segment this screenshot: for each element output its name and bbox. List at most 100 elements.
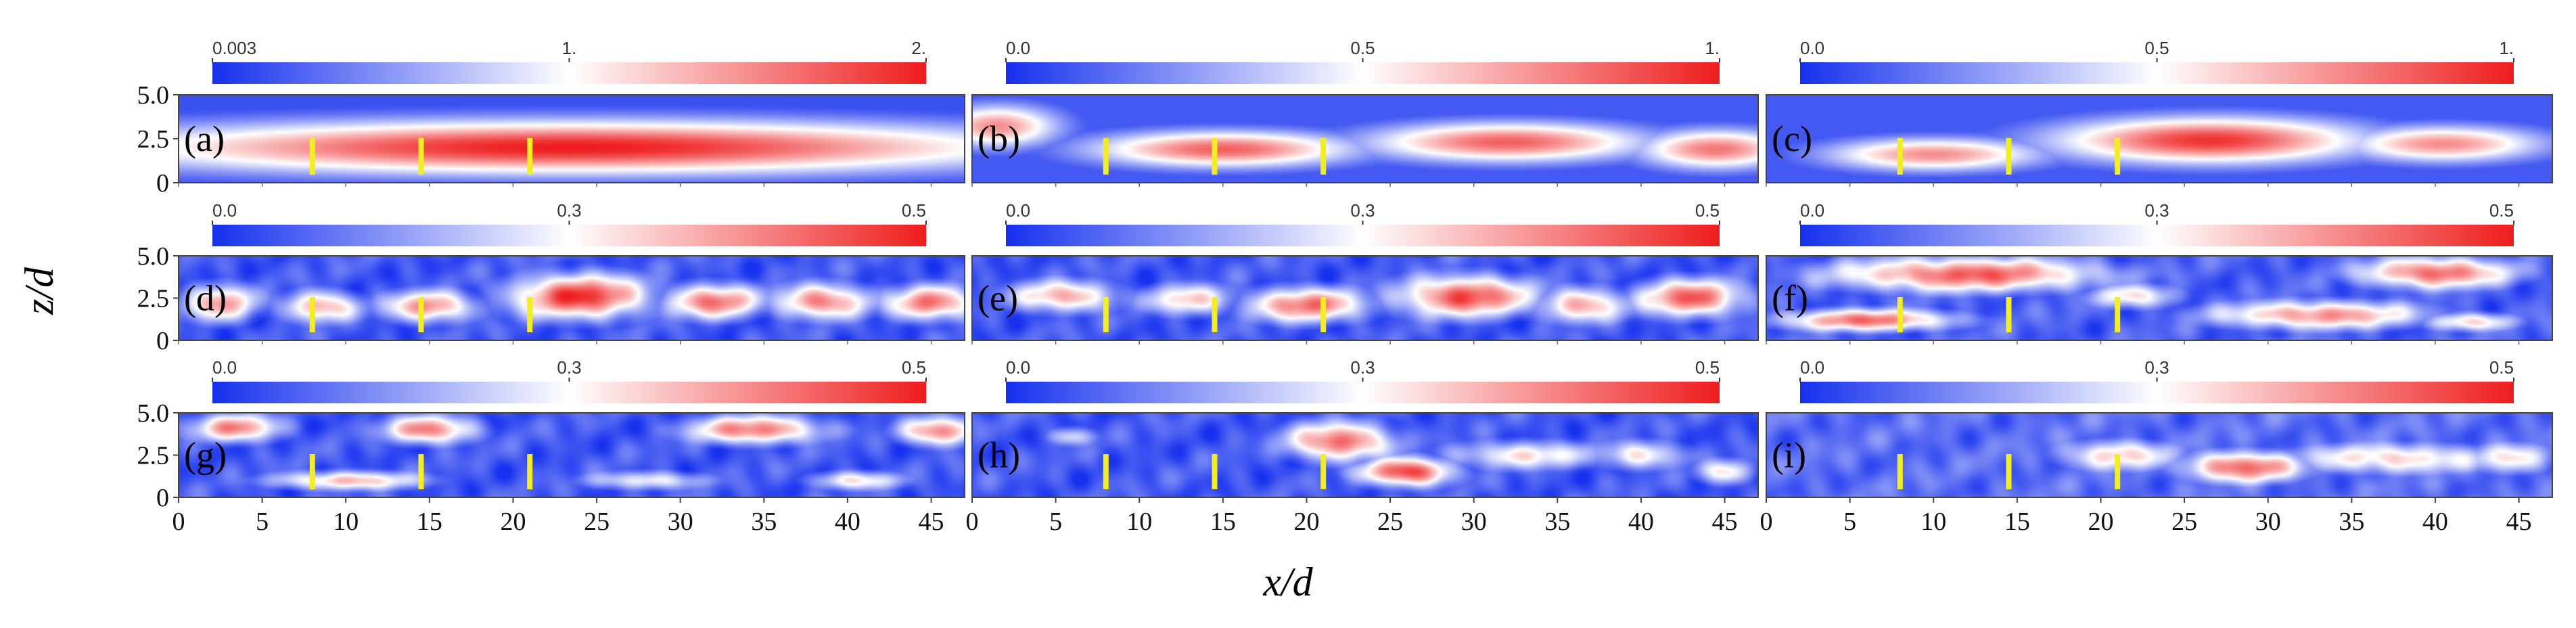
colorbar-tick-label: 0.5	[902, 200, 926, 221]
panel-label: (i)	[1772, 435, 1806, 476]
x-tick-label: 25	[1377, 508, 1403, 536]
y-axis-title: z/d	[17, 267, 62, 315]
contour-field	[972, 256, 1758, 340]
x-tick-label: 5	[1049, 508, 1062, 536]
yellow-marker	[309, 454, 315, 489]
x-tick-label: 5	[256, 508, 269, 536]
x-tick-label: 0	[1760, 508, 1773, 536]
x-tick-label: 5	[1843, 508, 1856, 536]
colorbar-tick-label: 0.3	[1350, 200, 1375, 221]
y-tick-label: 2.5	[137, 285, 170, 313]
plot-frame	[1766, 412, 2553, 498]
contour-field	[179, 95, 965, 183]
yellow-marker	[1103, 297, 1109, 332]
panel-e: 0.0 0.3 0.5 (e)	[971, 200, 1759, 341]
yellow-marker	[1320, 297, 1327, 332]
yellow-marker	[418, 454, 424, 489]
yellow-marker	[1212, 297, 1218, 332]
yellow-marker	[1897, 138, 1903, 175]
panel-label: (b)	[978, 118, 1020, 159]
contour-field	[1766, 95, 2552, 183]
plot-frame	[971, 94, 1759, 183]
yellow-marker	[1897, 454, 1903, 489]
colorbar-tick-label: 0.5	[902, 357, 926, 378]
colorbar	[1800, 382, 2514, 403]
x-tick-label: 0	[966, 508, 979, 536]
colorbar-tick-label: 0.0	[1006, 200, 1030, 221]
colorbar-tick-label: 0.0	[1006, 357, 1030, 378]
panel-label: (a)	[184, 118, 225, 159]
colorbar-tick-label: 0.0	[212, 200, 237, 221]
panel-b: 0.0 0.5 1. (b)	[971, 38, 1759, 183]
yellow-marker	[1320, 138, 1327, 175]
plot-frame	[1766, 255, 2553, 341]
panel-f: 0.0 0.3 0.5 (f)	[1766, 200, 2553, 341]
plot-frame	[971, 412, 1759, 498]
panel-label: (e)	[978, 278, 1018, 319]
colorbar-tick-label: 0.3	[557, 200, 581, 221]
colorbar-tick-label: 0.5	[2144, 38, 2169, 58]
yellow-marker	[2006, 454, 2012, 489]
yellow-marker	[418, 297, 424, 332]
yellow-marker	[1320, 454, 1327, 489]
yellow-marker	[1212, 138, 1218, 175]
y-tick-label: 0	[156, 169, 169, 198]
colorbar	[1800, 225, 2514, 246]
yellow-marker	[2115, 138, 2121, 175]
y-tick-label: 0	[156, 327, 169, 355]
y-tick-label: 5.0	[137, 242, 170, 271]
x-tick-label: 25	[584, 508, 610, 536]
plot-frame	[971, 255, 1759, 341]
yellow-marker	[1103, 138, 1109, 175]
colorbar-tick-label: 0.5	[1695, 200, 1720, 221]
x-tick-label: 35	[1544, 508, 1570, 536]
contour-field	[972, 95, 1758, 183]
y-tick-label: 5.0	[137, 81, 170, 110]
colorbar-tick-label: 0.5	[2489, 357, 2514, 378]
x-tick-label: 0	[172, 508, 185, 536]
yellow-marker	[418, 138, 424, 175]
x-tick-label: 30	[668, 508, 693, 536]
colorbar-tick-label: 0.0	[212, 357, 237, 378]
colorbar-tick-label: 0.5	[1695, 357, 1720, 378]
yellow-marker	[1212, 454, 1218, 489]
x-tick-label: 35	[751, 508, 777, 536]
colorbar-tick-label: 0.3	[557, 357, 581, 378]
panel-a: 0.003 1. 2. (a)	[178, 38, 965, 183]
panels-layer: 0.003 1. 2. (a) 0.0 0.5 1. (b) 0.0 0.5 1. (c) 0.0 0.3…	[178, 38, 2553, 498]
x-tick-label: 45	[1712, 508, 1738, 536]
colorbar-tick-label: 0.3	[2144, 200, 2169, 221]
plot-frame	[1766, 94, 2553, 183]
colorbar-tick-label: 0.5	[1350, 38, 1375, 58]
yellow-marker	[1103, 454, 1109, 489]
colorbar-tick-label: 2.	[911, 38, 926, 58]
colorbar	[1006, 382, 1720, 403]
x-tick-label: 45	[2506, 508, 2532, 536]
contour-field	[179, 413, 965, 497]
contour-field	[179, 256, 965, 340]
contour-field	[1766, 413, 2552, 497]
panel-label: (g)	[184, 435, 227, 476]
colorbar-tick-label: 0.0	[1006, 38, 1030, 58]
x-tick-label: 15	[1210, 508, 1236, 536]
contour-field	[972, 413, 1758, 497]
panel-g: 0.0 0.3 0.5 (g)	[178, 357, 965, 498]
yellow-marker	[309, 297, 315, 332]
yellow-marker	[2006, 138, 2012, 175]
x-tick-label: 20	[500, 508, 526, 536]
colorbar	[212, 62, 926, 84]
x-tick-label: 25	[2171, 508, 2197, 536]
x-tick-label: 10	[1126, 508, 1152, 536]
yellow-marker	[309, 138, 315, 175]
panel-i: 0.0 0.3 0.5 (i)	[1766, 357, 2553, 498]
x-tick-label: 40	[835, 508, 860, 536]
colorbar	[212, 382, 926, 403]
x-tick-label: 30	[1461, 508, 1487, 536]
x-tick-label: 10	[1920, 508, 1946, 536]
colorbar-tick-label: 0.0	[1800, 200, 1824, 221]
colorbar	[212, 225, 926, 246]
x-tick-label: 15	[2004, 508, 2030, 536]
panel-label: (c)	[1772, 118, 1812, 159]
colorbar	[1006, 62, 1720, 84]
